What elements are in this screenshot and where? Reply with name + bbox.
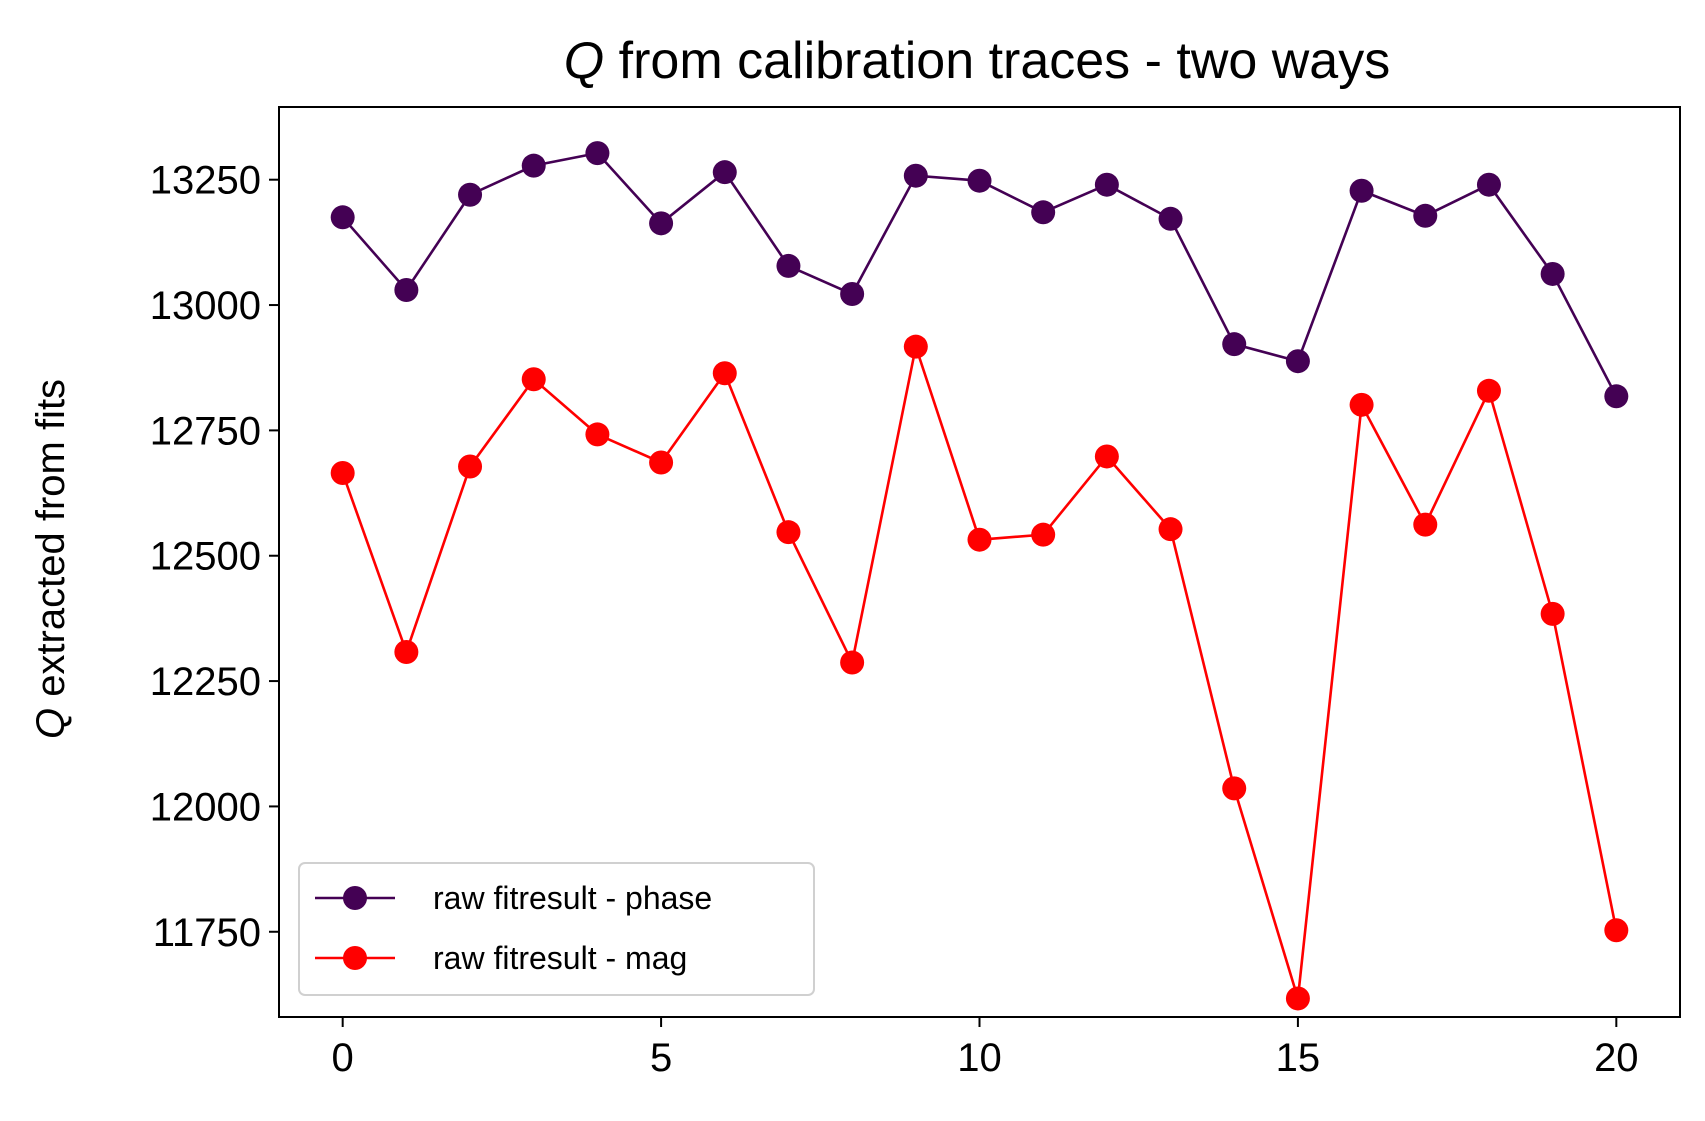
- data-point: [776, 253, 801, 278]
- data-point: [458, 182, 483, 207]
- y-tick-label: 12250: [150, 660, 261, 704]
- data-point: [585, 141, 610, 166]
- x-tick-label: 10: [957, 1036, 1002, 1080]
- data-point: [967, 168, 992, 193]
- legend-box: [298, 862, 815, 996]
- data-point: [903, 163, 928, 188]
- legend-label-0: raw fitresult - phase: [433, 880, 712, 916]
- y-axis-ticks: 11750 12000 12250 12500 12750 13000 13250: [150, 159, 279, 955]
- x-tick-label: 5: [650, 1036, 672, 1080]
- data-point: [1476, 378, 1501, 403]
- data-point: [1158, 206, 1183, 231]
- data-point: [967, 527, 992, 552]
- data-point: [1222, 776, 1247, 801]
- data-point: [1222, 332, 1247, 357]
- data-point: [1413, 512, 1438, 537]
- y-axis-label-text: extracted from fits: [29, 379, 73, 708]
- data-point: [330, 461, 355, 486]
- legend-marker-0: [343, 886, 367, 910]
- chart-title-text: from calibration traces - two ways: [604, 32, 1390, 90]
- data-point: [840, 282, 865, 307]
- data-point: [521, 367, 546, 392]
- x-axis-ticks: 0 5 10 15 20: [332, 1017, 1639, 1080]
- plot-area: [278, 106, 1681, 1018]
- data-point: [840, 650, 865, 675]
- data-point: [1031, 200, 1056, 225]
- x-tick-label: 15: [1276, 1036, 1321, 1080]
- data-point: [585, 422, 610, 447]
- legend: raw fitresult - phase raw fitresult - mag: [298, 862, 815, 996]
- data-point: [712, 361, 737, 386]
- data-point: [1285, 986, 1310, 1011]
- data-point: [1349, 392, 1374, 417]
- data-point: [1285, 349, 1310, 374]
- y-tick-label: 13250: [150, 159, 261, 203]
- data-point: [1476, 172, 1501, 197]
- data-point: [521, 153, 546, 178]
- data-point: [1349, 178, 1374, 203]
- data-point: [649, 450, 674, 475]
- x-tick-label: 20: [1594, 1036, 1639, 1080]
- data-point: [1031, 522, 1056, 547]
- x-tick-label: 0: [332, 1036, 354, 1080]
- legend-label-1: raw fitresult - mag: [433, 940, 687, 976]
- data-point: [1604, 384, 1629, 409]
- data-point: [1094, 172, 1119, 197]
- chart-title: Q from calibration traces - two ways: [564, 32, 1390, 90]
- data-point: [649, 211, 674, 236]
- y-tick-label: 12750: [150, 409, 261, 453]
- data-point: [394, 639, 419, 664]
- y-axis-label-symbol: Q: [29, 708, 73, 739]
- y-tick-label: 12000: [150, 785, 261, 829]
- data-point: [903, 334, 928, 359]
- data-point: [776, 520, 801, 545]
- data-point: [1540, 261, 1565, 286]
- chart-title-symbol: Q: [564, 32, 604, 90]
- data-point: [1158, 517, 1183, 542]
- data-point: [1413, 203, 1438, 228]
- data-point: [1604, 918, 1629, 943]
- data-point: [394, 278, 419, 303]
- data-point: [712, 160, 737, 185]
- y-tick-label: 13000: [150, 284, 261, 328]
- data-point: [1540, 601, 1565, 626]
- y-axis-label: Q extracted from fits: [29, 379, 73, 739]
- y-tick-label: 11750: [153, 911, 261, 955]
- legend-marker-1: [343, 946, 367, 970]
- y-tick-label: 12500: [150, 535, 261, 579]
- data-point: [330, 205, 355, 230]
- data-point: [1094, 444, 1119, 469]
- data-point: [458, 454, 483, 479]
